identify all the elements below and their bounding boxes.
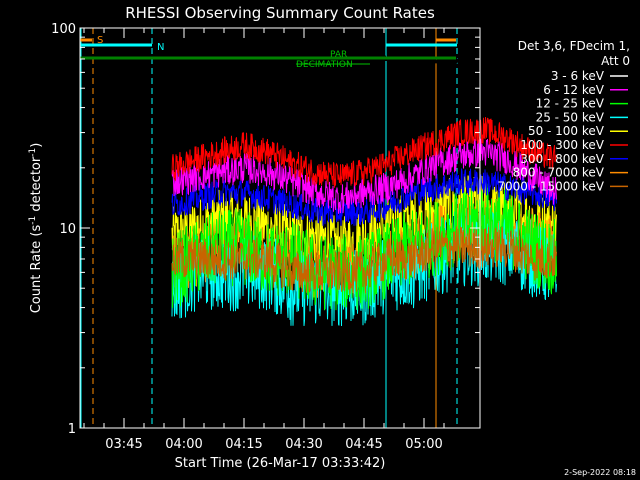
y-axis-label-mid: detector: [29, 156, 44, 216]
y-axis-label-exp2: -1: [28, 148, 38, 157]
flag-decimation-label: DECIMATION: [296, 60, 353, 70]
series-line-1: [171, 138, 557, 214]
x-tick-label: 04:45: [345, 437, 382, 452]
x-axis-label: Start Time (26-Mar-17 03:33:42): [175, 456, 386, 471]
x-tick-label: 04:15: [225, 437, 262, 452]
legend-header-line: Att 0: [601, 54, 630, 68]
legend-entry-label: 300 - 800 keV: [520, 152, 604, 166]
legend-entry-label: 3 - 6 keV: [551, 69, 605, 83]
legend-entry-label: 7000 - 15000 keV: [497, 179, 604, 193]
y-axis: 1 10 100: [51, 22, 480, 437]
legend-entry-label: 12 - 25 keV: [536, 97, 605, 111]
legend-header-line: Det 3,6, FDecim 1,: [518, 39, 630, 53]
x-tick-label: 05:00: [405, 437, 442, 452]
s-marker-label: S: [97, 35, 103, 46]
legend-entry-label: 6 - 12 keV: [543, 83, 605, 97]
legend-entry-label: 50 - 100 keV: [528, 124, 605, 138]
x-tick-label: 04:00: [165, 437, 202, 452]
legend-entry-label: 800 - 7000 keV: [513, 166, 605, 180]
footer-date: 2-Sep-2022 08:18: [564, 468, 636, 477]
series-line-6: [171, 168, 557, 226]
x-tick-label: 04:30: [285, 437, 322, 452]
flag-par-label: PAR: [330, 50, 347, 60]
chart-title: RHESSI Observing Summary Count Rates: [125, 4, 435, 22]
y-axis-label: Count Rate (s-1 detector-1): [28, 143, 44, 314]
legend-entry-label: 25 - 50 keV: [536, 110, 605, 124]
y-axis-label-main: Count Rate (s: [29, 225, 44, 314]
series-line-0: [171, 52, 557, 68]
y-tick-label: 10: [59, 222, 76, 237]
y-axis-label-exp1: -1: [28, 216, 38, 225]
n-marker-label: N: [157, 42, 164, 53]
series-line-8: [171, 226, 557, 295]
x-tick-label: 03:45: [105, 437, 142, 452]
series-line-5: [171, 116, 557, 188]
y-tick-label: 100: [51, 22, 76, 37]
x-axis: 03:45 04:00 04:15 04:30 04:45 05:00: [83, 28, 445, 452]
y-tick-label: 1: [68, 422, 76, 437]
legend-entry-label: 100 - 300 keV: [520, 138, 604, 152]
y-axis-label-end: ): [29, 143, 44, 148]
